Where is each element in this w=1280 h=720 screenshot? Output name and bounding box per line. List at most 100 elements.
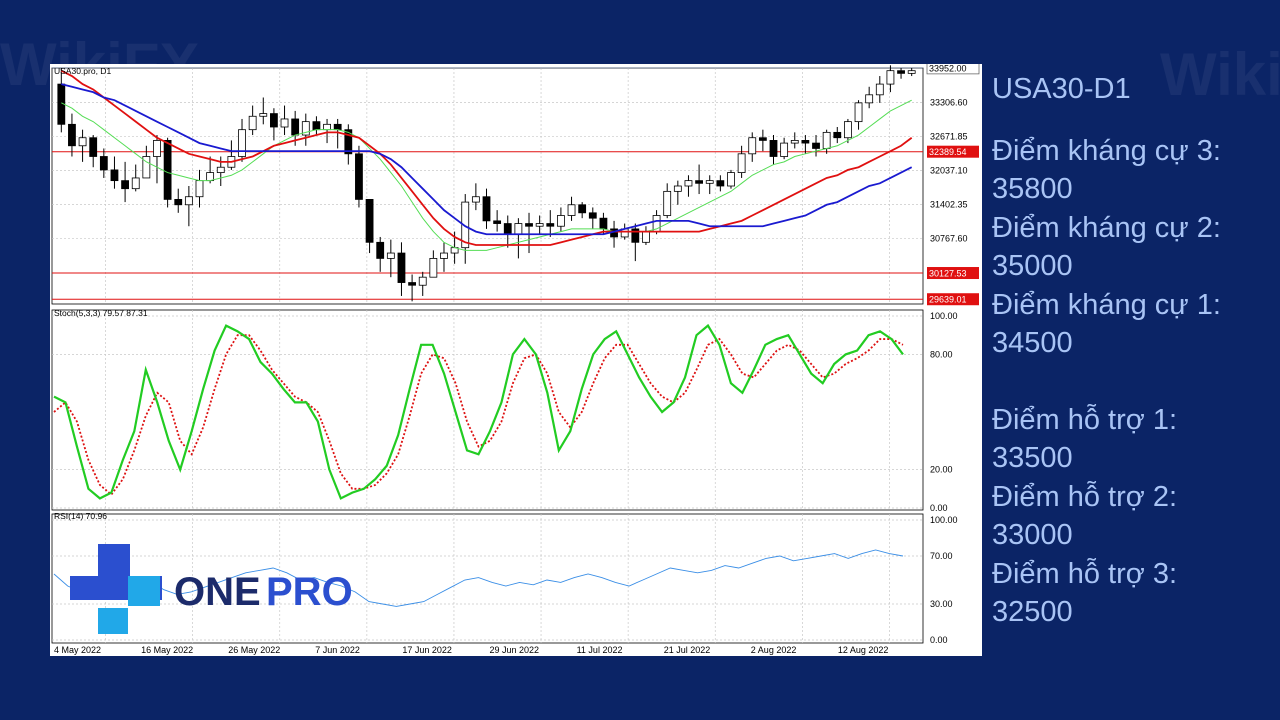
candle-body [822, 131, 831, 149]
rsi-pane-title: RSI(14) 70.96 [54, 511, 107, 521]
support-3-value: 32500 [992, 596, 1073, 628]
logo-mark-cyan-large [128, 576, 160, 606]
symbol-title: USA30-D1 [992, 73, 1131, 105]
chart-panel: 33306.60 32671.85 32037.10 31402.35 30767.60… [50, 64, 982, 656]
time-tick-label: 7 Jun 2022 [315, 645, 360, 655]
candle-body [801, 140, 810, 144]
candle-body [727, 172, 735, 187]
candle-body [897, 70, 905, 74]
candle-body [461, 201, 470, 249]
candle-body [737, 153, 746, 173]
candle-body [875, 83, 884, 96]
ma-slow-line [61, 83, 913, 236]
stochastic-main-line [53, 323, 904, 500]
candle-body [259, 113, 268, 117]
stochastic-tick-label: 20.00 [930, 465, 953, 475]
time-tick-label: 21 Jul 2022 [664, 645, 711, 655]
candle-body [429, 258, 438, 278]
time-tick-label: 4 May 2022 [54, 645, 101, 655]
candle-body [365, 199, 374, 243]
level-badge [927, 145, 979, 158]
chart-canvas[interactable]: 33306.60 32671.85 32037.10 31402.35 30767.60… [50, 64, 982, 656]
candle-body [716, 180, 725, 187]
stochastic-pane [53, 323, 904, 500]
candle-body [99, 156, 108, 171]
time-axis: 4 May 2022 16 May 2022 26 May 2022 7 Jun 20… [54, 645, 888, 655]
price-tick-label: 31402.35 [930, 200, 968, 210]
candle-body [355, 153, 363, 200]
candle-body [78, 137, 87, 147]
candle-body [270, 113, 278, 128]
candle-body [557, 215, 565, 227]
rsi-tick-label: 70.00 [930, 551, 953, 561]
candle-body [121, 180, 129, 190]
levels-panel: USA30-D1 Điểm kháng cự 3: 35800 Điểm khá… [992, 70, 1272, 632]
resistance-2-label: Điểm kháng cự 2: [992, 211, 1221, 244]
price-tick-label: 32671.85 [930, 132, 968, 142]
stochastic-tick-label: 100.00 [930, 311, 958, 321]
support-2-value: 33000 [992, 519, 1073, 551]
candle-body [163, 140, 172, 200]
candle-body [291, 118, 300, 136]
ma-mid-line [60, 69, 913, 246]
level-badge-label: 29639.01 [929, 295, 967, 305]
resistance-1-value: 34500 [992, 327, 1073, 359]
level-badge [927, 293, 979, 306]
candle-body [695, 180, 703, 184]
candle-body [153, 140, 161, 157]
resistance-2-value: 35000 [992, 250, 1073, 282]
candle-body [844, 121, 852, 139]
candle-body [790, 140, 799, 144]
stochastic-pane-title: Stoch(5,3,3) 79.57 87.31 [54, 308, 148, 318]
rsi-tick-label: 0.00 [930, 635, 948, 645]
candle-body [865, 94, 874, 104]
candle-body [206, 172, 215, 182]
candle-body [642, 231, 650, 243]
candle-body [323, 123, 331, 131]
candle-body [68, 123, 76, 147]
time-tick-label: 26 May 2022 [228, 645, 280, 655]
candle-body [567, 204, 576, 216]
level-badge-label: 32389.54 [929, 147, 967, 157]
candle-body [588, 212, 597, 219]
candle-body [535, 223, 544, 227]
level-badge [927, 267, 979, 280]
logo-mark-cyan-small [98, 608, 128, 634]
candle-body [812, 142, 820, 149]
pane-frame [51, 67, 924, 305]
support-1-value: 33500 [992, 442, 1073, 474]
candle-body [376, 241, 385, 259]
watermark: WikiFX [1160, 41, 1280, 108]
candle-body [780, 142, 789, 157]
candle-body [110, 169, 119, 182]
support-1-label: Điểm hỗ trợ 1: [992, 403, 1178, 436]
support-2-label: Điểm hỗ trợ 2: [992, 480, 1178, 513]
time-tick-label: 12 Aug 2022 [838, 645, 889, 655]
candle-body [280, 118, 289, 128]
price-tick-label: 33306.60 [930, 98, 968, 108]
resistance-1-label: Điểm kháng cự 1: [992, 288, 1221, 321]
candle-body [663, 190, 672, 216]
candle-body [344, 129, 353, 155]
resistance-3-value: 35800 [992, 173, 1073, 205]
rsi-tick-label: 30.00 [930, 599, 953, 609]
onepro-logo: ONE PRO [70, 544, 353, 634]
candle-body [142, 156, 151, 179]
candle-body [482, 196, 491, 222]
pane-frame [51, 309, 924, 511]
stochastic-signal-line [53, 334, 904, 496]
candle-body [907, 70, 916, 74]
candle-body [248, 115, 257, 131]
candle-body [312, 121, 321, 131]
candle-body [705, 180, 714, 184]
candle-body [599, 217, 608, 230]
candle-body [673, 185, 682, 192]
price-axis: 33306.60 32671.85 32037.10 31402.35 30767.60… [926, 64, 980, 645]
candle-body [748, 137, 757, 155]
rsi-tick-label: 100.00 [930, 515, 958, 525]
time-tick-label: 17 Jun 2022 [402, 645, 452, 655]
candle-body [195, 180, 204, 198]
candle-body [408, 282, 416, 286]
candle-body [471, 196, 480, 203]
time-tick-label: 2 Aug 2022 [751, 645, 797, 655]
